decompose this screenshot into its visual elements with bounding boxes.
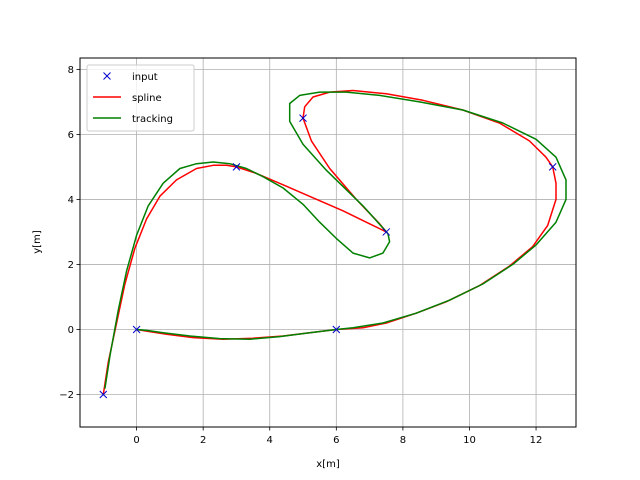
- plot-series: [99, 89, 567, 399]
- legend-label: input: [132, 72, 158, 83]
- marker-stroke: [232, 163, 241, 171]
- x-tick-label: 10: [463, 435, 476, 446]
- x-tick-label: 4: [267, 435, 273, 446]
- axis-ticks: 0 2 4 6 8 10 12 −2 0 2 4 6 8: [59, 65, 542, 446]
- grid: [80, 58, 576, 427]
- legend-swatch: [103, 72, 111, 80]
- y-tick-label: 6: [68, 130, 74, 141]
- marker-stroke: [99, 390, 108, 399]
- y-tick-label: 2: [68, 260, 74, 271]
- legend-item-input: input: [103, 72, 158, 83]
- series-line-spline: [102, 89, 557, 396]
- data-point-input: [548, 163, 557, 171]
- marker-stroke: [382, 228, 391, 236]
- legend-item-tracking: tracking: [93, 114, 173, 125]
- data-point-input: [99, 390, 108, 399]
- x-tick-label: 0: [133, 435, 139, 446]
- marker-stroke: [332, 325, 341, 334]
- y-tick-label: −2: [59, 390, 74, 401]
- marker-stroke: [299, 114, 307, 122]
- x-axis-label: x[m]: [316, 459, 340, 470]
- legend-box: [86, 64, 195, 132]
- data-point-input: [232, 163, 241, 171]
- data-point-input: [332, 325, 341, 334]
- data-point-input: [132, 325, 141, 334]
- x-tick-label: 2: [200, 435, 206, 446]
- y-axis-label: y[m]: [32, 230, 43, 254]
- legend-item-spline: spline: [93, 93, 162, 104]
- legend-label: tracking: [132, 114, 173, 125]
- x-tick-label: 8: [400, 435, 406, 446]
- plot-frame: [79, 57, 577, 428]
- data-point-input: [299, 114, 307, 122]
- y-tick-label: 4: [68, 195, 74, 206]
- legend-label: spline: [132, 93, 162, 104]
- marker-stroke: [132, 325, 141, 334]
- y-tick-label: 0: [68, 325, 74, 336]
- x-tick-label: 12: [530, 435, 543, 446]
- data-point-input: [382, 228, 391, 236]
- legend: input spline tracking: [86, 64, 195, 132]
- y-tick-label: 8: [68, 65, 74, 76]
- series-line-tracking: [104, 91, 567, 389]
- marker-stroke: [548, 163, 557, 171]
- x-tick-label: 6: [333, 435, 339, 446]
